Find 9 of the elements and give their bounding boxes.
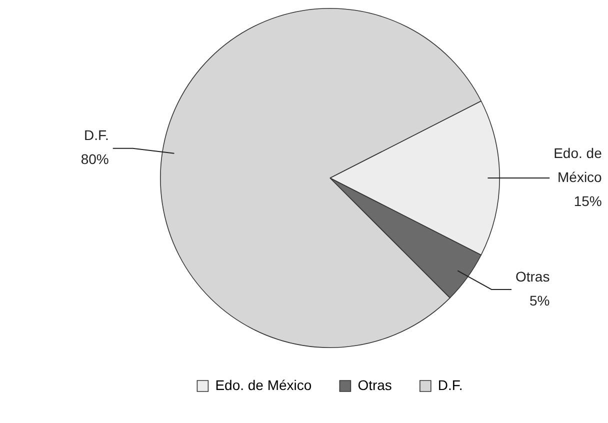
data-label: 5% xyxy=(529,292,550,308)
slice-label: Edo. de México xyxy=(554,144,602,185)
legend-label: Otras xyxy=(358,376,392,393)
legend-label: D.F. xyxy=(438,376,463,393)
data-label: 80% xyxy=(80,151,109,168)
slice-label: D.F. xyxy=(84,127,109,144)
data-label: 15% xyxy=(574,192,602,209)
legend-label: Edo. de México xyxy=(215,376,312,393)
slice-label: Otras xyxy=(515,268,550,284)
